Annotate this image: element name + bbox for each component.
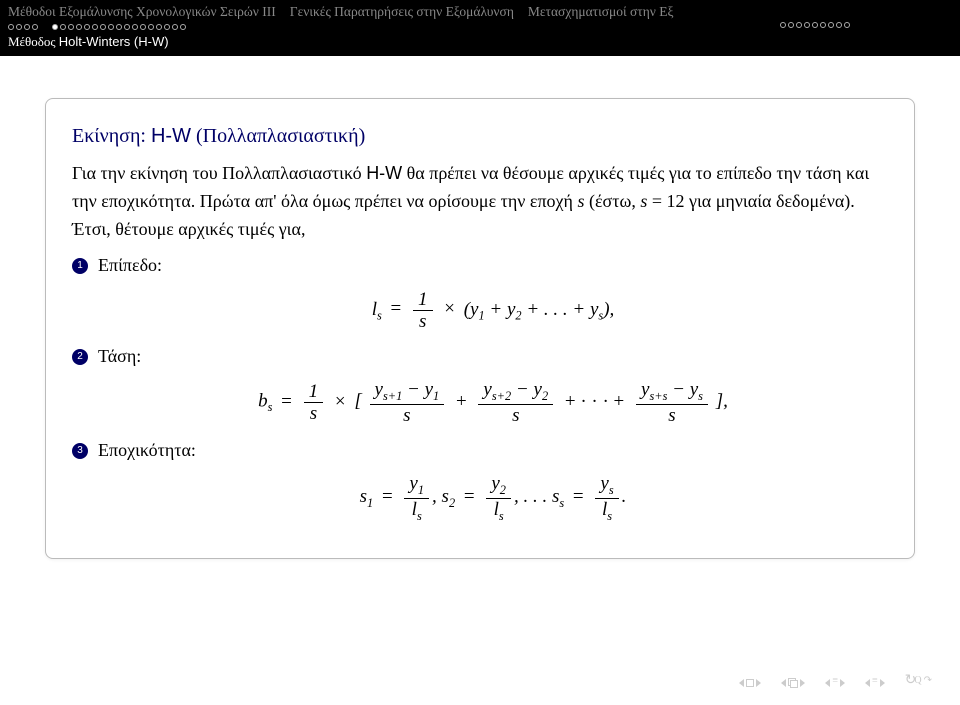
item2-label: Τάση: [98, 346, 141, 366]
bullet-2: 2 [72, 349, 88, 365]
list-item-season: 3 Εποχικότητα: s1 = y1ls, s2 = y2ls, . .… [72, 437, 888, 528]
card-title: Εκίνηση: H-W (Πολλαπλασιαστική) [72, 121, 888, 152]
content-area: Εκίνηση: H-W (Πολλαπλασιαστική) Για την … [0, 56, 960, 559]
bullet-3: 3 [72, 443, 88, 459]
nav-item[interactable]: Μετασχηματισμοί στην Εξ [528, 4, 674, 20]
slide-header: Μέθοδοι Εξομάλυνσης Χρονολογικών Σειρών … [0, 0, 960, 56]
progress-dots-right [780, 22, 850, 28]
theorem-card: Εκίνηση: H-W (Πολλαπλασιαστική) Για την … [45, 98, 915, 559]
formula-trend: bs = 1s × [ ys+1 − y1s + ys+2 − y2s + · … [98, 380, 888, 424]
item1-label: Επίπεδο: [98, 255, 162, 275]
beamer-nav: ≡ ≡ ↻Q↷ [739, 674, 936, 691]
nav-section-back[interactable] [781, 678, 805, 688]
formula-level: ls = 1s × (y1 + y2 + . . . + ys), [98, 290, 888, 331]
formula-season: s1 = y1ls, s2 = y2ls, . . . ss = ysls. [98, 474, 888, 521]
enum-list: 1 Επίπεδο: ls = 1s × (y1 + y2 + . . . + … [72, 252, 888, 528]
card-body: Για την εκίνηση του Πολλαπλασιαστικό H-W… [72, 160, 888, 244]
nav-sub-back[interactable]: ≡ [825, 677, 845, 688]
nav-sections: Μέθοδοι Εξομάλυνσης Χρονολογικών Σειρών … [8, 4, 952, 20]
list-item-trend: 2 Τάση: bs = 1s × [ ys+1 − y1s + ys+2 − … [72, 343, 888, 431]
nav-item[interactable]: Γενικές Παρατηρήσεις στην Εξομάλυνση [290, 4, 514, 20]
nav-sub-fwd[interactable]: ≡ [865, 677, 885, 688]
list-item-level: 1 Επίπεδο: ls = 1s × (y1 + y2 + . . . + … [72, 252, 888, 337]
item3-label: Εποχικότητα: [98, 440, 196, 460]
nav-frame-back[interactable] [739, 679, 761, 687]
nav-item[interactable]: Μέθοδοι Εξομάλυνσης Χρονολογικών Σειρών … [8, 4, 276, 20]
slide-subtitle: Μέθοδος Holt-Winters (H-W) [8, 34, 952, 50]
bullet-1: 1 [72, 258, 88, 274]
nav-undo[interactable]: ↻Q↷ [905, 674, 936, 691]
